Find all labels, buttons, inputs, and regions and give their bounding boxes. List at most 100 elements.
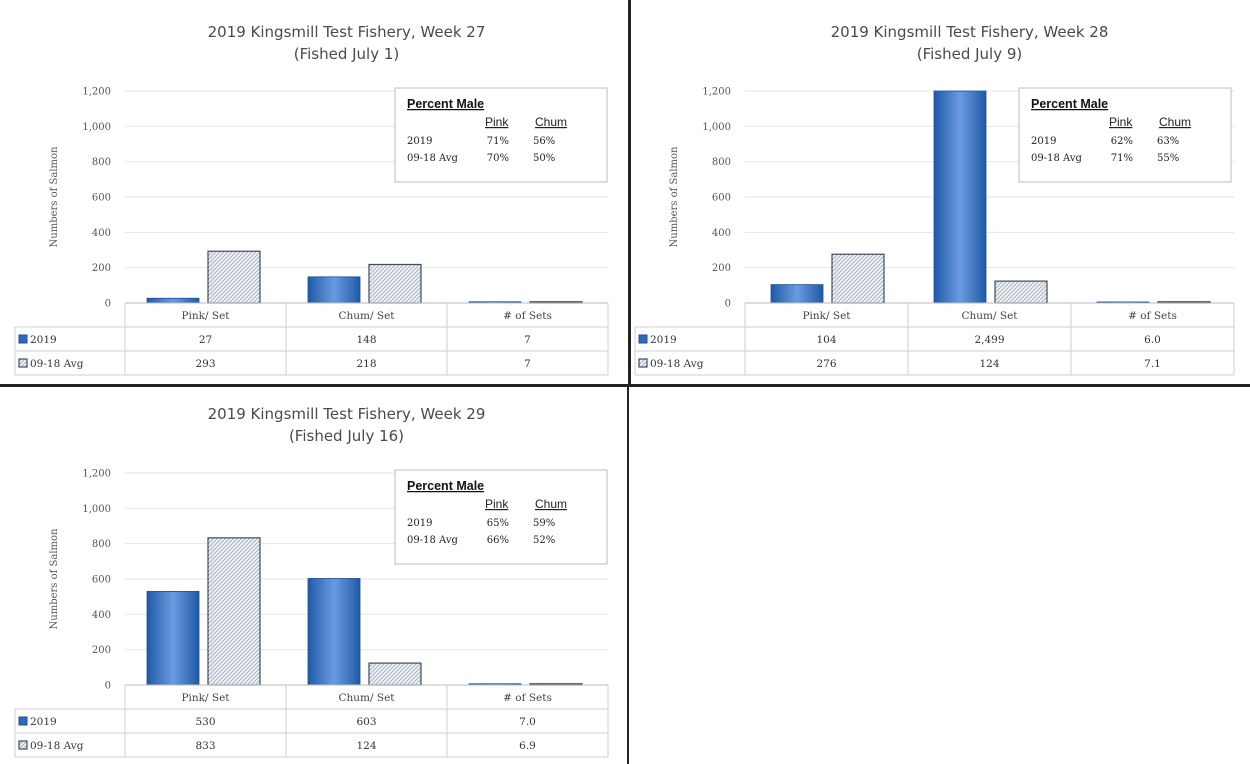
data-table-cell: 6.9: [519, 740, 536, 752]
chart-title-line-2: (Fished July 16): [289, 427, 404, 445]
y-tick-label: 400: [712, 228, 731, 239]
data-table-cell: 7: [524, 334, 531, 346]
bar-2019: [933, 90, 987, 304]
y-tick-label: 800: [712, 157, 731, 168]
percent-male-value: 55%: [1157, 153, 1179, 164]
percent-male-value: 52%: [533, 535, 555, 546]
y-tick-label: 1,000: [82, 504, 111, 515]
legend-label: 09-18 Avg: [30, 358, 84, 370]
bar-2019: [146, 297, 200, 304]
percent-male-value: 56%: [533, 136, 555, 147]
y-tick-label: 200: [92, 263, 111, 274]
data-table-cell: 148: [356, 334, 376, 346]
percent-male-col-chum: Chum: [1159, 115, 1191, 129]
legend-key-09-18-avg: [638, 358, 648, 368]
bar-2019: [770, 284, 824, 304]
bar-2019: [146, 590, 200, 686]
chart-title-line-1: 2019 Kingsmill Test Fishery, Week 27: [208, 23, 486, 41]
percent-male-row-label: 2019: [407, 518, 432, 529]
x-category-label: Pink/ Set: [181, 310, 230, 322]
y-tick-label: 1,000: [702, 122, 731, 133]
y-tick-label: 400: [92, 610, 111, 621]
y-tick-label: 1,000: [82, 122, 111, 133]
legend-label: 09-18 Avg: [30, 740, 84, 752]
chart-title-line-1: 2019 Kingsmill Test Fishery, Week 29: [208, 405, 486, 423]
bar-2019: [307, 276, 361, 304]
x-category-label: # of Sets: [503, 310, 552, 322]
data-table-cell: 124: [979, 358, 999, 370]
legend-label: 09-18 Avg: [650, 358, 704, 370]
y-tick-label: 600: [712, 193, 731, 204]
legend-key-09-18-avg: [18, 740, 28, 750]
percent-male-value: 66%: [487, 535, 509, 546]
chart-panel-week-27: 2019 Kingsmill Test Fishery, Week 27 (Fis…: [0, 0, 628, 384]
bar-09-18-avg: [207, 537, 261, 686]
chart-panel-week-29: 2019 Kingsmill Test Fishery, Week 29 (Fis…: [0, 388, 628, 764]
y-axis-label: Numbers of Salmon: [49, 528, 60, 629]
percent-male-value: 50%: [533, 153, 555, 164]
data-table-cell: 6.0: [1144, 334, 1161, 346]
percent-male-heading: Percent Male: [407, 479, 484, 493]
legend-key-2019: [18, 716, 28, 726]
divider-horizontal: [0, 384, 1250, 387]
percent-male-row-label: 09-18 Avg: [1031, 153, 1082, 164]
data-table-cell: 7: [524, 358, 531, 370]
data-table-cell: 104: [816, 334, 836, 346]
y-tick-label: 600: [92, 575, 111, 586]
x-category-label: Chum/ Set: [961, 310, 1018, 322]
y-axis-label: Numbers of Salmon: [669, 146, 680, 247]
y-tick-label: 800: [92, 539, 111, 550]
percent-male-row-label: 2019: [407, 136, 432, 147]
percent-male-row-label: 2019: [1031, 136, 1056, 147]
chart-week-27: 2019 Kingsmill Test Fishery, Week 27 (Fis…: [14, 23, 609, 376]
percent-male-frame: [394, 87, 608, 183]
percent-male-col-chum: Chum: [535, 497, 567, 511]
percent-male-value: 70%: [487, 153, 509, 164]
legend-label: 2019: [30, 716, 57, 728]
y-tick-label: 0: [725, 299, 731, 310]
percent-male-value: 71%: [487, 136, 509, 147]
percent-male-value: 71%: [1111, 153, 1133, 164]
legend-label: 2019: [650, 334, 677, 346]
data-table-cell: 293: [195, 358, 215, 370]
chart-title-line-2: (Fished July 1): [294, 45, 400, 63]
percent-male-row-label: 09-18 Avg: [407, 535, 458, 546]
x-category-label: Chum/ Set: [338, 310, 395, 322]
divider-vertical: [628, 0, 631, 386]
chart-week-29: 2019 Kingsmill Test Fishery, Week 29 (Fis…: [14, 405, 609, 758]
bar-09-18-avg: [368, 662, 422, 686]
x-category-label: Chum/ Set: [338, 692, 395, 704]
y-tick-label: 800: [92, 157, 111, 168]
percent-male-col-chum: Chum: [535, 115, 567, 129]
chart-week-28: 2019 Kingsmill Test Fishery, Week 28 (Fis…: [634, 23, 1235, 376]
legend-key-2019: [18, 334, 28, 344]
y-axis-label: Numbers of Salmon: [49, 146, 60, 247]
data-table-cell: 2,499: [974, 334, 1004, 346]
x-category-label: # of Sets: [503, 692, 552, 704]
y-tick-label: 0: [105, 299, 111, 310]
y-tick-label: 200: [712, 263, 731, 274]
bar-09-18-avg: [368, 263, 422, 304]
percent-male-value: 62%: [1111, 136, 1133, 147]
chart-panel-week-28: 2019 Kingsmill Test Fishery, Week 28 (Fis…: [632, 0, 1250, 384]
x-category-label: Pink/ Set: [181, 692, 230, 704]
data-table-cell: 7.0: [519, 716, 536, 728]
legend-key-2019: [638, 334, 648, 344]
y-tick-label: 0: [105, 681, 111, 692]
percent-male-col-pink: Pink: [485, 115, 509, 129]
percent-male-value: 65%: [487, 518, 509, 529]
legend-key-09-18-avg: [18, 358, 28, 368]
percent-male-col-pink: Pink: [1109, 115, 1133, 129]
y-tick-label: 1,200: [82, 87, 111, 98]
data-table-cell: 603: [356, 716, 376, 728]
bar-2019: [307, 578, 361, 686]
percent-male-row-label: 09-18 Avg: [407, 153, 458, 164]
percent-male-heading: Percent Male: [407, 97, 484, 111]
bar-09-18-avg: [831, 253, 885, 304]
data-table-cell: 530: [195, 716, 215, 728]
y-tick-label: 1,200: [702, 87, 731, 98]
x-category-label: Pink/ Set: [802, 310, 851, 322]
